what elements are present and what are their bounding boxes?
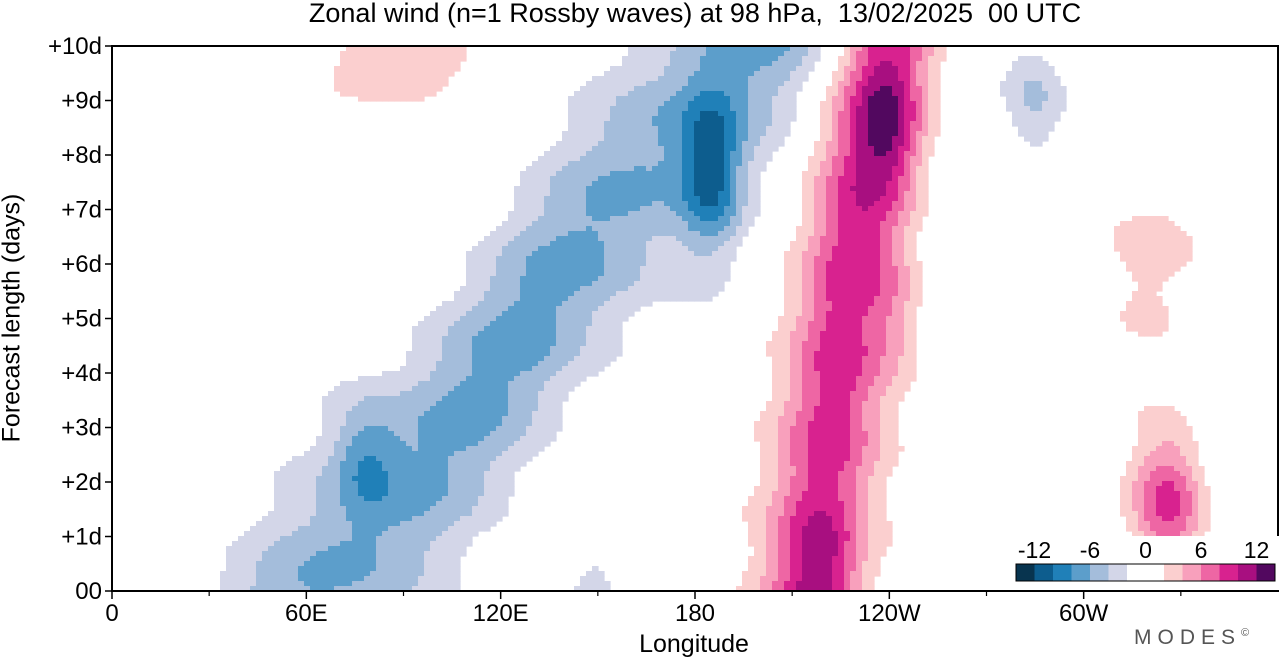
x-tick-label: 60E bbox=[285, 600, 328, 627]
y-tick-label: +7d bbox=[61, 197, 102, 224]
y-tick-label: +2d bbox=[61, 469, 102, 496]
y-tick-label: +1d bbox=[61, 524, 102, 551]
colorbar-swatch bbox=[1145, 564, 1165, 581]
colorbar-swatch bbox=[1090, 564, 1109, 581]
y-tick-label: 00 bbox=[75, 578, 102, 605]
contour-field bbox=[220, 46, 1211, 591]
x-tick-label: 120W bbox=[858, 600, 921, 627]
y-tick-label: +8d bbox=[61, 142, 102, 169]
colorbar-swatch bbox=[1201, 564, 1220, 581]
colorbar-swatch bbox=[1071, 564, 1091, 581]
colorbar-label: 12 bbox=[1244, 537, 1270, 563]
colorbar-swatch bbox=[1219, 564, 1239, 581]
y-ticks: 00 +1d +2d +3d +4d +5d +6d +7d +8d +9d +10d bbox=[48, 33, 112, 605]
colorbar-swatch bbox=[1182, 564, 1202, 581]
y-axis-label: Forecast length (days) bbox=[0, 193, 26, 443]
brand-text: MODES bbox=[1134, 626, 1242, 649]
x-tick-label: 180 bbox=[675, 600, 715, 627]
y-tick-label: +10d bbox=[48, 33, 102, 60]
chart-title: Zonal wind (n=1 Rossby waves) at 98 hPa,… bbox=[308, 0, 1082, 28]
x-tick-label: 0 bbox=[105, 600, 118, 627]
x-tick-label: 120E bbox=[473, 600, 529, 627]
x-tick-label: 60W bbox=[1059, 600, 1109, 627]
x-axis-label: Longitude bbox=[639, 630, 749, 658]
colorbar-label: 6 bbox=[1195, 537, 1208, 563]
colorbar-swatch bbox=[1238, 564, 1257, 581]
colorbar-label: -12 bbox=[1018, 537, 1051, 563]
colorbar-label: 0 bbox=[1139, 537, 1152, 563]
x-ticks: 0 60E 120E 180 120W 60W bbox=[105, 591, 1182, 627]
colorbar-swatch bbox=[1016, 564, 1035, 581]
colorbar-swatch bbox=[1108, 564, 1128, 581]
y-tick-label: +6d bbox=[61, 251, 102, 278]
y-tick-label: +5d bbox=[61, 306, 102, 333]
colorbar-label: -6 bbox=[1080, 537, 1100, 563]
colorbar-swatch bbox=[1127, 564, 1146, 581]
y-tick-label: +9d bbox=[61, 88, 102, 115]
y-tick-label: +4d bbox=[61, 360, 102, 387]
brand-logo: MODES© bbox=[1134, 626, 1250, 649]
colorbar-swatch bbox=[1034, 564, 1054, 581]
colorbar-swatch bbox=[1164, 564, 1183, 581]
colorbar: -12 -6 0 6 12 bbox=[1008, 536, 1279, 590]
y-tick-label: +3d bbox=[61, 415, 102, 442]
colorbar-swatch bbox=[1256, 564, 1276, 581]
colorbar-swatch bbox=[1053, 564, 1072, 581]
